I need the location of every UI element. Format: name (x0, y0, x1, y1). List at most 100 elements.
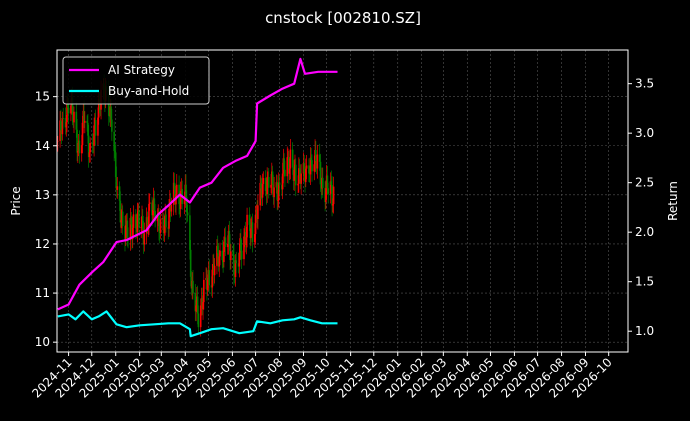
candle-body (289, 149, 292, 169)
candle-body (319, 161, 322, 185)
candle-body (332, 186, 335, 205)
candle-body (294, 164, 297, 186)
candle-body (313, 164, 316, 172)
candle-body (156, 218, 159, 222)
candle-body (304, 168, 307, 183)
candle-body (211, 269, 214, 288)
candle-body (261, 183, 264, 198)
candle-body (271, 171, 274, 185)
candle-body (195, 305, 197, 312)
left-tick-label: 12 (35, 237, 50, 251)
candle-body (62, 117, 64, 119)
candle-body (270, 184, 272, 188)
candle-body (196, 296, 199, 314)
candle-body (284, 169, 286, 177)
candle-body (115, 177, 118, 190)
candle-body (73, 111, 75, 123)
candle-body (330, 181, 333, 185)
candle-body (276, 182, 279, 201)
candle-body (250, 228, 252, 239)
candle-body (67, 104, 69, 108)
candle-body (305, 165, 308, 169)
candle-body (146, 217, 149, 228)
left-tick-label: 10 (35, 335, 50, 349)
candle-body (140, 227, 143, 229)
candle-body (76, 129, 78, 153)
candle-body (298, 168, 300, 184)
candle-body (208, 270, 211, 286)
candle-body (67, 107, 70, 114)
candle-body (111, 119, 113, 132)
candle-body (245, 237, 248, 246)
candle-body (175, 184, 178, 195)
candle-body (234, 260, 237, 277)
candle-body (260, 182, 262, 189)
left-axis: 10 11 12 13 14 15 (35, 90, 57, 349)
left-tick-label: 15 (35, 90, 50, 104)
chart-title: cnstock [002810.SZ] (265, 9, 421, 27)
candle-body (291, 149, 294, 168)
candle-body (316, 154, 319, 169)
candle-body (130, 217, 132, 225)
candle-body (254, 214, 257, 235)
candle-body (86, 120, 88, 123)
candle-body (192, 280, 194, 294)
candle-body (206, 279, 209, 291)
candle-body (267, 176, 270, 188)
legend-box (62, 56, 210, 105)
candle-body (329, 181, 332, 194)
candle-body (186, 212, 189, 216)
legend: AI Strategy Buy-and-Hold (62, 56, 210, 105)
candle-body (143, 233, 146, 245)
candle-body (84, 120, 86, 123)
series-layer (57, 57, 338, 338)
candle-body (264, 178, 267, 191)
candle-body (259, 182, 262, 206)
candle-body (278, 182, 281, 185)
candle-body (216, 246, 219, 254)
candle-body (311, 160, 313, 172)
candle-body (59, 120, 61, 141)
candle-body (172, 182, 175, 205)
candle-body (132, 214, 135, 228)
candle-body (88, 152, 91, 158)
candle-body (308, 165, 310, 174)
candle-body (158, 214, 160, 232)
candle-body (89, 142, 92, 153)
candle-body (199, 305, 202, 328)
legend-label-buy-and-hold: Buy-and-Hold (108, 84, 189, 98)
candle-body (168, 208, 170, 229)
candle-body (124, 225, 127, 241)
grid-layer (57, 50, 628, 352)
candle-body (60, 120, 62, 131)
candle-body (61, 117, 64, 135)
candle-body (75, 111, 78, 130)
candle-layer (56, 74, 335, 337)
candle-body (138, 210, 140, 228)
candle-body (153, 198, 156, 211)
candle-body (219, 250, 221, 257)
candle-body (183, 197, 186, 204)
candle-body (189, 249, 192, 277)
candle-body (218, 256, 221, 267)
legend-label-ai-strategy: AI Strategy (108, 63, 175, 77)
candle-body (266, 176, 268, 195)
right-axis: 1.0 1.5 2.0 2.5 3.0 3.5 (628, 77, 654, 338)
right-tick-label: 1.5 (635, 275, 654, 289)
candle-body (315, 150, 317, 162)
candle-body (148, 203, 150, 226)
candle-body (248, 214, 251, 225)
candle-body (118, 186, 121, 201)
candle-body (170, 204, 173, 212)
candle-body (283, 158, 285, 170)
right-tick-label: 3.0 (635, 126, 654, 140)
candle-body (309, 157, 312, 175)
left-tick-label: 13 (35, 188, 50, 202)
candle-body (228, 230, 231, 245)
candle-body (151, 202, 153, 216)
candle-body (114, 152, 117, 178)
candle-body (163, 225, 166, 234)
candle-body (240, 250, 243, 260)
